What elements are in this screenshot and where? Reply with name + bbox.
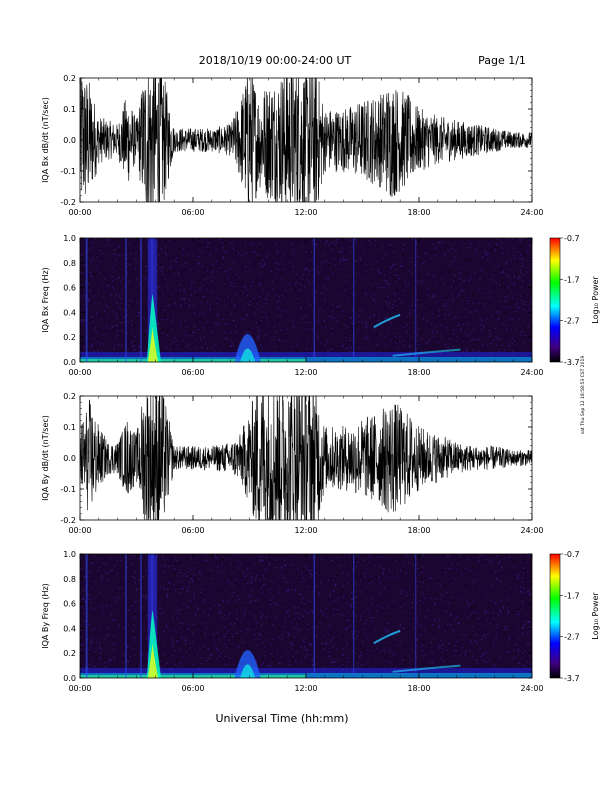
y-tick-label: 0.8 xyxy=(63,259,76,268)
x-tick-label: 00:00 xyxy=(68,208,91,217)
panel-bx-spectrogram: 1.0 0.8 0.6 0.4 0.2 0.000:00 06:00 12:00 18:00 24… xyxy=(41,234,600,377)
colorbar-label: Log₁₀ Power xyxy=(591,592,600,640)
y-tick-label: 0.0 xyxy=(63,674,76,683)
y-tick-label: 0.6 xyxy=(63,284,76,293)
y-tick-label: 0.1 xyxy=(63,105,76,114)
y-axis-label: IQA Bx Freq (Hz) xyxy=(41,267,50,333)
x-tick-label: 06:00 xyxy=(181,684,204,693)
x-tick-label: 12:00 xyxy=(294,526,317,535)
x-tick-label: 00:00 xyxy=(68,368,91,377)
colorbar-tick-label: -2.7 xyxy=(564,317,580,326)
colorbar-tick-label: -2.7 xyxy=(564,633,580,642)
x-tick-label: 18:00 xyxy=(407,368,430,377)
x-tick-label: 06:00 xyxy=(181,526,204,535)
side-note: sat Thu Sep 12 18:58:53 CST 2019 xyxy=(580,356,586,435)
x-tick-label: 12:00 xyxy=(294,684,317,693)
x-tick-label: 00:00 xyxy=(68,526,91,535)
y-axis-label: IQA By dB/dt (nT/sec) xyxy=(41,415,50,501)
y-tick-label: 0.0 xyxy=(63,136,76,145)
spectrogram-image xyxy=(80,554,532,678)
x-tick-label: 24:00 xyxy=(520,526,543,535)
waveform-line xyxy=(80,396,532,520)
panel-by-dbdt: 0.2 0.1 0.0 -0.1 -0.200:00 06:00 12:00 18:00 24:… xyxy=(41,392,544,535)
panel-by-spectrogram: 1.0 0.8 0.6 0.4 0.2 0.000:00 06:00 12:00 18:00 24… xyxy=(41,550,600,693)
x-tick-label: 00:00 xyxy=(68,684,91,693)
y-tick-label: 0.6 xyxy=(63,600,76,609)
page-number: Page 1/1 xyxy=(478,54,526,67)
y-tick-label: 0.2 xyxy=(63,392,76,401)
y-tick-label: 0.0 xyxy=(63,454,76,463)
spectrogram-image xyxy=(80,238,532,362)
y-tick-label: 1.0 xyxy=(63,234,76,243)
colorbar-tick-label: -0.7 xyxy=(564,234,580,243)
colorbar xyxy=(549,237,561,363)
x-tick-label: 24:00 xyxy=(520,684,543,693)
waveform-line xyxy=(80,78,532,202)
y-tick-label: 0.2 xyxy=(63,333,76,342)
y-tick-label: -0.2 xyxy=(60,198,76,207)
y-tick-label: 0.1 xyxy=(63,423,76,432)
y-tick-label: -0.1 xyxy=(60,167,76,176)
y-tick-label: 0.4 xyxy=(63,308,76,317)
x-tick-label: 12:00 xyxy=(294,368,317,377)
y-tick-label: 0.4 xyxy=(63,624,76,633)
x-tick-label: 12:00 xyxy=(294,208,317,217)
x-tick-label: 18:00 xyxy=(407,208,430,217)
y-axis-label: IQA Bx dB/dt (nT/sec) xyxy=(41,97,50,183)
colorbar-tick-label: -1.7 xyxy=(564,591,580,600)
colorbar-tick-label: -1.7 xyxy=(564,275,580,284)
x-tick-label: 18:00 xyxy=(407,526,430,535)
x-tick-label: 18:00 xyxy=(407,684,430,693)
y-axis-label: IQA By Freq (Hz) xyxy=(41,583,50,649)
colorbar-tick-label: -0.7 xyxy=(564,550,580,559)
colorbar-tick-label: -3.7 xyxy=(564,674,580,683)
x-tick-label: 24:00 xyxy=(520,368,543,377)
x-tick-label: 06:00 xyxy=(181,368,204,377)
y-tick-label: 1.0 xyxy=(63,550,76,559)
page-title: 2018/10/19 00:00-24:00 UT xyxy=(199,54,352,67)
y-tick-label: 0.2 xyxy=(63,649,76,658)
x-axis-title: Universal Time (hh:mm) xyxy=(216,712,349,725)
x-tick-label: 06:00 xyxy=(181,208,204,217)
colorbar-label: Log₁₀ Power xyxy=(591,276,600,324)
colorbar-tick-label: -3.7 xyxy=(564,358,580,367)
panel-bx-dbdt: 0.2 0.1 0.0 -0.1 -0.200:00 06:00 12:00 18:00 24:… xyxy=(41,74,544,217)
colorbar xyxy=(549,553,561,679)
y-tick-label: -0.2 xyxy=(60,516,76,525)
y-tick-label: -0.1 xyxy=(60,485,76,494)
x-tick-label: 24:00 xyxy=(520,208,543,217)
y-tick-label: 0.8 xyxy=(63,575,76,584)
y-tick-label: 0.2 xyxy=(63,74,76,83)
y-tick-label: 0.0 xyxy=(63,358,76,367)
